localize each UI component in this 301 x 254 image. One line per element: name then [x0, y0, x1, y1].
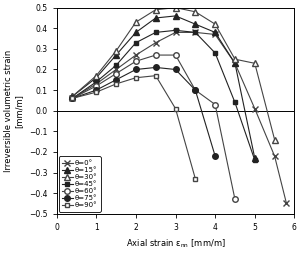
θ=75° — [71, 97, 74, 100]
Y-axis label: Irreversible volumetric strain
[mm/m]: Irreversible volumetric strain [mm/m] — [4, 50, 23, 172]
θ=45° — [213, 52, 217, 55]
θ=45° — [134, 41, 138, 44]
θ=30° — [253, 62, 256, 65]
θ=90° — [114, 82, 118, 85]
θ=45° — [71, 97, 74, 100]
θ=15° — [253, 156, 256, 160]
θ=90° — [154, 74, 157, 77]
θ=15° — [95, 76, 98, 79]
Line: θ=75°: θ=75° — [70, 65, 218, 159]
θ=15° — [71, 95, 74, 98]
θ=45° — [154, 31, 157, 34]
Line: θ=15°: θ=15° — [70, 13, 258, 161]
θ=15° — [154, 17, 157, 20]
Legend: θ=0°, θ=15°, θ=30°, θ=45°, θ=60°, θ=75°, θ=90°: θ=0°, θ=15°, θ=30°, θ=45°, θ=60°, θ=75°,… — [59, 156, 101, 212]
θ=75° — [174, 68, 177, 71]
θ=0° — [114, 68, 118, 71]
θ=0° — [233, 62, 237, 65]
X-axis label: Axial strain $\mathregular{\varepsilon_{nn}}$ [mm/m]: Axial strain $\mathregular{\varepsilon_{… — [126, 237, 225, 250]
θ=30° — [233, 58, 237, 61]
θ=0° — [174, 31, 177, 34]
Line: θ=60°: θ=60° — [70, 52, 238, 202]
θ=30° — [114, 50, 118, 53]
θ=75° — [213, 154, 217, 157]
θ=30° — [71, 95, 74, 98]
θ=60° — [154, 54, 157, 57]
θ=90° — [194, 177, 197, 180]
Line: θ=0°: θ=0° — [70, 30, 289, 206]
θ=75° — [134, 68, 138, 71]
θ=45° — [194, 31, 197, 34]
θ=90° — [134, 76, 138, 79]
θ=0° — [213, 33, 217, 36]
θ=0° — [285, 202, 288, 205]
θ=60° — [213, 103, 217, 106]
Line: θ=90°: θ=90° — [70, 73, 198, 181]
θ=60° — [95, 84, 98, 87]
θ=15° — [213, 31, 217, 34]
θ=0° — [154, 41, 157, 44]
θ=0° — [194, 31, 197, 34]
θ=45° — [174, 29, 177, 32]
θ=45° — [233, 101, 237, 104]
θ=75° — [194, 89, 197, 92]
θ=0° — [253, 107, 256, 110]
θ=60° — [174, 54, 177, 57]
θ=45° — [114, 64, 118, 67]
Line: θ=45°: θ=45° — [70, 28, 257, 163]
θ=60° — [194, 89, 197, 92]
θ=30° — [95, 74, 98, 77]
θ=15° — [194, 23, 197, 26]
θ=30° — [174, 6, 177, 9]
θ=0° — [95, 82, 98, 85]
θ=45° — [253, 159, 256, 162]
θ=30° — [213, 23, 217, 26]
θ=90° — [71, 97, 74, 100]
θ=60° — [233, 198, 237, 201]
θ=15° — [114, 54, 118, 57]
θ=0° — [71, 97, 74, 100]
θ=60° — [114, 72, 118, 75]
θ=30° — [194, 10, 197, 13]
θ=30° — [134, 21, 138, 24]
Line: θ=30°: θ=30° — [70, 5, 277, 142]
θ=75° — [154, 66, 157, 69]
θ=15° — [233, 62, 237, 65]
θ=15° — [174, 14, 177, 18]
θ=0° — [273, 154, 276, 157]
θ=90° — [95, 91, 98, 94]
θ=60° — [134, 60, 138, 63]
θ=45° — [95, 80, 98, 83]
θ=30° — [273, 138, 276, 141]
θ=0° — [134, 54, 138, 57]
θ=15° — [134, 31, 138, 34]
θ=90° — [174, 107, 177, 110]
θ=30° — [154, 8, 157, 11]
θ=60° — [71, 97, 74, 100]
θ=75° — [114, 78, 118, 81]
θ=75° — [95, 89, 98, 92]
